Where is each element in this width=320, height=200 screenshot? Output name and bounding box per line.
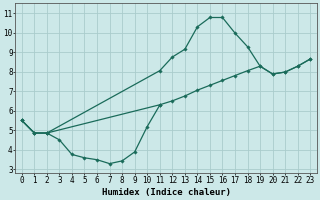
X-axis label: Humidex (Indice chaleur): Humidex (Indice chaleur) bbox=[101, 188, 230, 197]
